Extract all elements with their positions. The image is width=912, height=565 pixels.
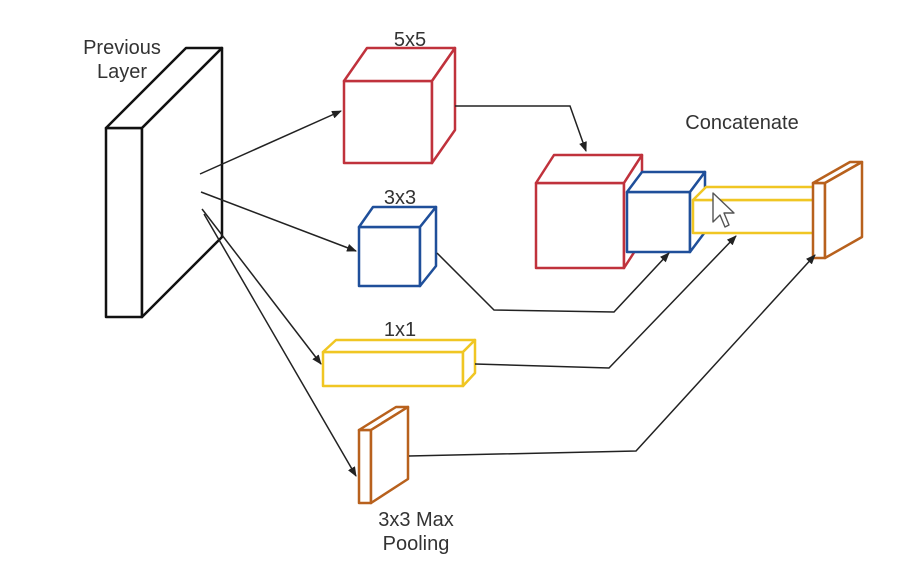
- arrow-prev-to-maxpool: [203, 213, 357, 477]
- arrow-prev-to-5x5: [199, 110, 342, 175]
- conv-5x5-block: [342, 46, 457, 165]
- conv-3x3-block: [357, 205, 438, 288]
- output-arrows: [408, 105, 816, 457]
- concatenate-label: Concatenate: [685, 112, 799, 134]
- concat-5x5-block: [534, 153, 644, 270]
- input-arrows: [199, 110, 357, 477]
- previous-layer-block: [104, 46, 224, 319]
- conv-1x1-block: [321, 338, 477, 388]
- conv-1x1-label: 1x1: [383, 319, 417, 341]
- arrow-3x3-to-concat: [436, 252, 670, 313]
- arrow-maxpool-to-concat: [408, 254, 816, 457]
- arrow-prev-to-1x1: [201, 208, 322, 365]
- previous-layer-label: Previous Layer: [83, 37, 161, 83]
- arrow-1x1-to-concat: [474, 235, 737, 369]
- maxpool-label: 3x3 Max Pooling: [378, 509, 454, 555]
- conv-5x5-label: 5x5: [393, 29, 427, 51]
- mouse-pointer-icon: [712, 192, 735, 228]
- arrow-prev-to-3x3: [200, 191, 357, 252]
- arrow-5x5-to-concat: [455, 105, 587, 152]
- maxpool-block: [357, 405, 410, 505]
- conv-3x3-label: 3x3: [383, 187, 417, 209]
- concat-maxpool-block: [811, 160, 864, 260]
